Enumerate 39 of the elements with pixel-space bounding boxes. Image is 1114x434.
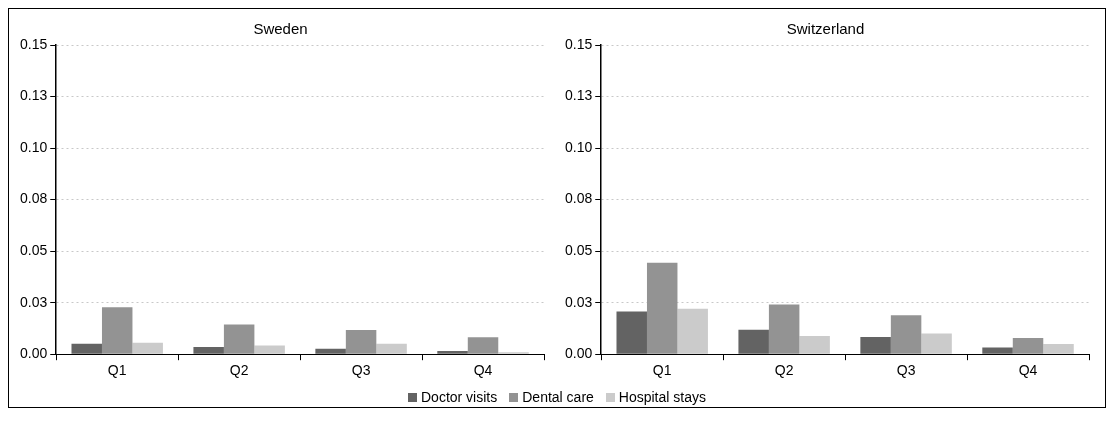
legend-label: Doctor visits bbox=[421, 389, 498, 405]
x-tick-label: Q3 bbox=[351, 362, 371, 379]
bar bbox=[738, 329, 769, 354]
y-tick-label: 0.08 bbox=[565, 190, 593, 207]
y-tick-label: 0.10 bbox=[565, 138, 593, 155]
y-tick-label: 0.00 bbox=[20, 345, 48, 362]
x-tick-label: Q1 bbox=[107, 362, 127, 379]
y-tick-label: 0.08 bbox=[20, 190, 48, 207]
chart-title: Sweden bbox=[253, 20, 308, 38]
bar bbox=[860, 337, 891, 354]
y-tick-label: 0.15 bbox=[20, 35, 48, 52]
legend-label: Hospital stays bbox=[618, 389, 706, 405]
x-tick-label: Q2 bbox=[774, 362, 794, 379]
x-tick-label: Q4 bbox=[473, 362, 493, 379]
y-tick-label: 0.13 bbox=[20, 87, 48, 104]
y-tick-label: 0.13 bbox=[565, 87, 593, 104]
bar bbox=[768, 304, 800, 354]
bar bbox=[982, 347, 1013, 354]
legend-label: Dental care bbox=[522, 389, 594, 405]
y-tick-label: 0.03 bbox=[565, 293, 593, 310]
chart-title: Switzerland bbox=[786, 20, 865, 38]
x-tick-label: Q3 bbox=[896, 362, 916, 379]
x-tick-label: Q4 bbox=[1018, 362, 1038, 379]
y-tick-label: 0.05 bbox=[565, 241, 593, 258]
bar bbox=[677, 308, 708, 354]
bar bbox=[890, 315, 922, 354]
y-tick-label: 0.05 bbox=[20, 241, 48, 258]
y-tick-label: 0.00 bbox=[565, 345, 593, 362]
y-tick-label: 0.03 bbox=[20, 293, 48, 310]
bar bbox=[1012, 337, 1044, 354]
bar bbox=[646, 262, 678, 354]
x-tick-label: Q2 bbox=[229, 362, 249, 379]
y-tick-label: 0.15 bbox=[565, 35, 593, 52]
bar bbox=[616, 311, 647, 354]
bar bbox=[799, 336, 830, 354]
bar bbox=[921, 333, 952, 354]
bar bbox=[1043, 344, 1074, 354]
x-tick-label: Q1 bbox=[652, 362, 672, 379]
y-tick-label: 0.10 bbox=[20, 138, 48, 155]
